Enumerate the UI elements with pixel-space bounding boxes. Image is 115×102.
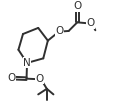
Text: O: O [7,73,15,83]
Text: N: N [23,58,31,68]
Text: O: O [35,74,43,84]
Text: O: O [55,27,63,37]
Text: O: O [73,1,81,11]
Text: O: O [85,18,94,28]
